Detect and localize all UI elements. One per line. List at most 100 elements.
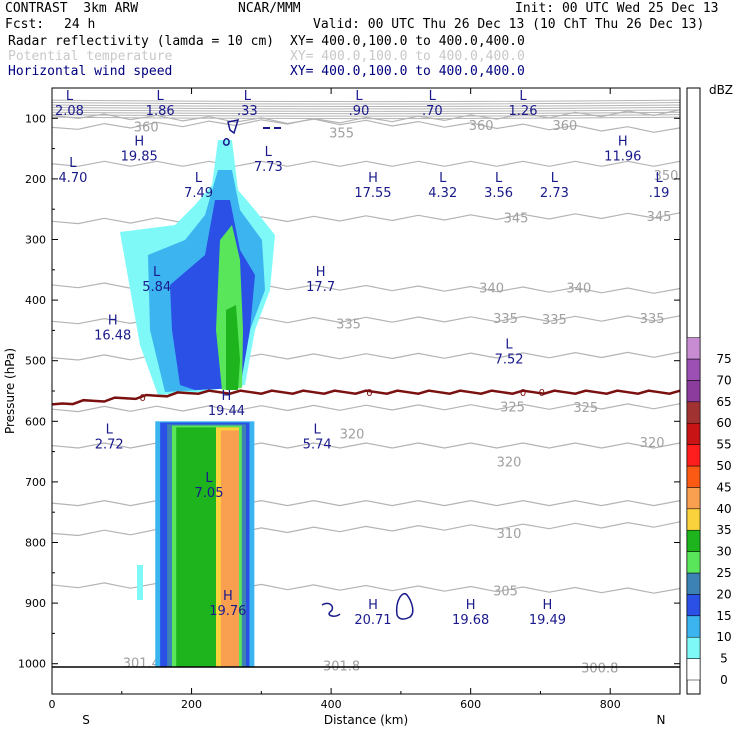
theta-label: 335 <box>493 312 518 327</box>
colorbar-swatch <box>686 615 701 638</box>
colorbar-label: 35 <box>716 523 731 537</box>
theta-label: 335 <box>640 312 665 327</box>
wind-extremum-mark: H <box>223 589 233 604</box>
colorbar-label: 30 <box>716 545 731 559</box>
colorbar-label: 25 <box>716 566 731 580</box>
wind-extremum-value: 5.84 <box>142 280 171 295</box>
colorbar-swatch <box>686 380 701 403</box>
upper-core-30 <box>226 305 240 390</box>
wind-extremum-value: 7.73 <box>254 160 283 175</box>
y-tick-label: 800 <box>25 537 46 550</box>
wind-extremum-value: .70 <box>422 104 443 119</box>
wind-extremum-value: 4.32 <box>428 186 457 201</box>
wind-extremum-value: 17.55 <box>354 186 391 201</box>
theta-label: 325 <box>573 401 598 416</box>
valid-time: Valid: 00 UTC Thu 26 Dec 13 (10 ChT Thu … <box>313 17 705 32</box>
x-tick-label: 600 <box>460 698 481 711</box>
wind-extremum-mark: L <box>153 265 161 280</box>
theta-line-upper <box>52 106 680 110</box>
colorbar-swatch <box>686 358 701 381</box>
small-cell <box>137 565 143 600</box>
theta-label: 335 <box>542 313 567 328</box>
wind-extremum-mark: L <box>205 471 213 486</box>
colorbar-label: 50 <box>716 459 731 473</box>
wind-contour-h2 <box>395 593 414 620</box>
theta-label: 350 <box>654 169 679 184</box>
wind-extremum-value: 11.96 <box>604 150 641 165</box>
wind-extremum-mark: L <box>195 171 203 186</box>
reflectivity-field <box>120 140 275 600</box>
field2-xy: XY= 400.0,100.0 to 400.0,400.0 <box>290 49 525 64</box>
theta-label: 360 <box>134 120 159 135</box>
theta-label: 345 <box>504 211 529 226</box>
dir-left-label: S <box>82 713 90 727</box>
colorbar-swatch <box>686 551 701 574</box>
wind-extremum-value: 4.70 <box>58 171 87 186</box>
model-name: CONTRAST 3km ARW <box>5 1 139 16</box>
y-tick-label: 500 <box>25 355 46 368</box>
field3-name: Horizontal wind speed <box>8 64 173 79</box>
wind-extremum-mark: L <box>655 171 663 186</box>
colorbar-swatch <box>686 337 701 360</box>
field1-name: Radar reflectivity (lamda = 10 cm) <box>8 34 275 49</box>
colorbar-swatch <box>686 594 701 617</box>
theta-isoline <box>52 113 680 133</box>
theta-contours: 3603553603603503453453453403403353353353… <box>52 99 680 677</box>
zero-isotherm-label: 0 <box>539 388 545 399</box>
wind-extremum-value: 19.44 <box>208 404 245 419</box>
colorbar-swatch <box>686 529 701 552</box>
y-tick-label: 600 <box>25 415 46 428</box>
theta-label: 301.4 <box>123 657 160 672</box>
wind-extremum-value: 19.49 <box>529 613 566 628</box>
wind-extremum-mark: L <box>551 171 559 186</box>
x-tick-label: 800 <box>600 698 621 711</box>
theta-label: 320 <box>640 436 665 451</box>
reflectivity-columns <box>155 421 255 667</box>
wind-extremum-value: 19.76 <box>209 604 246 619</box>
theta-line-upper <box>52 111 680 115</box>
theta-label: 300.8 <box>581 662 618 677</box>
theta-label: 340 <box>479 282 504 297</box>
wind-extremum-mark: L <box>265 145 273 160</box>
wind-extremum-mark: L <box>157 89 165 104</box>
colorbar-label: 40 <box>716 502 731 516</box>
y-tick-label: 400 <box>25 294 46 307</box>
y-tick-label: 1000 <box>18 658 46 671</box>
wind-extremum-mark: L <box>505 338 513 353</box>
colorbar-label: 55 <box>716 438 731 452</box>
colorbar-label: 15 <box>716 609 731 623</box>
zero-isotherm-label: 0 <box>140 393 146 404</box>
wind-extremum-mark: L <box>495 171 503 186</box>
colorbar-swatch <box>686 658 701 681</box>
theta-label: 310 <box>497 527 522 542</box>
wind-extremum-mark: H <box>222 389 232 404</box>
colorbar-label: 45 <box>716 480 731 494</box>
dir-right-label: N <box>657 713 666 727</box>
y-tick-label: 100 <box>25 112 46 125</box>
colorbar-label: 0 <box>720 673 728 687</box>
init-time: Init: 00 UTC Wed 25 Dec 13 <box>515 1 719 16</box>
theta-label: 320 <box>340 428 365 443</box>
theta-label: 360 <box>469 119 494 134</box>
y-tick-label: 300 <box>25 234 46 247</box>
theta-isoline <box>52 109 680 130</box>
colorbar-swatch <box>686 422 701 445</box>
theta-label: 345 <box>647 210 672 225</box>
wind-extremum-value: 7.49 <box>184 186 213 201</box>
wind-extremum-mark: H <box>368 171 378 186</box>
wind-extremum-value: 19.85 <box>121 150 158 165</box>
colorbar-swatch <box>686 636 701 659</box>
wind-extremum-value: 2.72 <box>95 437 124 452</box>
theta-label: 355 <box>329 126 354 141</box>
y-axis-title: Pressure (hPa) <box>3 348 17 434</box>
zero-isotherm-line <box>51 389 681 406</box>
wind-extremum-value: 19.68 <box>452 613 489 628</box>
theta-label: 325 <box>500 400 525 415</box>
theta-label: 335 <box>336 317 361 332</box>
wind-contour-top <box>227 119 240 135</box>
theta-isoline <box>52 212 680 225</box>
colorbar-label: 75 <box>716 352 731 366</box>
theta-line-upper <box>52 99 680 103</box>
wind-extremum-mark: L <box>439 171 447 186</box>
y-tick-label: 900 <box>25 597 46 610</box>
